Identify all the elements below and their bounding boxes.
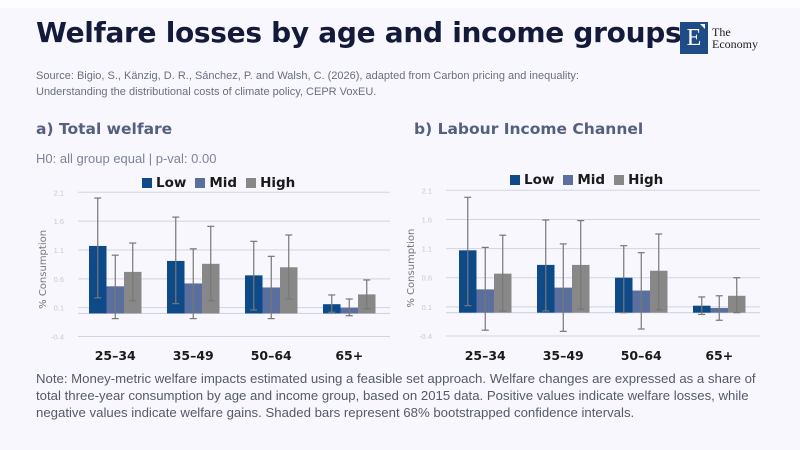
legend-label-high: High bbox=[628, 172, 664, 188]
y-tick-label: 2.1 bbox=[54, 188, 64, 197]
y-tick-label: 0.1 bbox=[54, 304, 64, 313]
legend-swatch-low bbox=[142, 178, 152, 188]
logo-letter: E bbox=[686, 24, 702, 51]
legend-swatch-low bbox=[510, 175, 520, 185]
x-tick-label: 50–64 bbox=[621, 348, 662, 363]
x-tick-label: 35–49 bbox=[173, 348, 214, 363]
legend-swatch-mid bbox=[563, 175, 574, 185]
logo-wordmark: The Economy bbox=[712, 26, 758, 50]
y-tick-label: 2.1 bbox=[422, 186, 432, 195]
legend-item-mid: Mid bbox=[563, 172, 605, 188]
x-tick-label: 50–64 bbox=[251, 348, 292, 363]
logo-e-icon: E bbox=[680, 22, 708, 54]
panel-a-legend: Low Mid High bbox=[142, 175, 304, 191]
x-tick-label: 25–34 bbox=[465, 348, 506, 363]
y-tick-label: 1.6 bbox=[422, 215, 432, 224]
y-tick-label: -0.4 bbox=[51, 333, 64, 342]
source-citation: Source: Bigio, S., Känzig, D. R., Sánche… bbox=[36, 68, 676, 100]
legend-item-low: Low bbox=[510, 172, 554, 188]
x-tick-label: 65+ bbox=[335, 348, 363, 363]
x-tick-label: 25–34 bbox=[95, 348, 136, 363]
y-tick-label: 0.1 bbox=[422, 303, 432, 312]
y-tick-label: 1.1 bbox=[54, 246, 64, 255]
y-tick-label: -0.4 bbox=[419, 332, 432, 341]
source-line-2: Understanding the distributional costs o… bbox=[36, 86, 377, 98]
y-axis-label: % Consumption bbox=[38, 230, 49, 309]
y-tick-label: 1.6 bbox=[54, 217, 64, 226]
logo-line-2: Economy bbox=[712, 37, 758, 51]
legend-label-low: Low bbox=[524, 172, 555, 188]
chart-note: Note: Money-metric welfare impacts estim… bbox=[36, 371, 756, 420]
panel-a-hypothesis-test: H0: all group equal | p-val: 0.00 bbox=[36, 151, 217, 166]
legend-label-mid: Mid bbox=[577, 172, 606, 188]
legend-label-mid: Mid bbox=[209, 175, 238, 191]
page-title: Welfare losses by age and income groups bbox=[36, 16, 682, 49]
source-line-1: Source: Bigio, S., Känzig, D. R., Sánche… bbox=[36, 70, 579, 82]
legend-swatch-high bbox=[614, 175, 625, 185]
legend-item-high: High bbox=[614, 172, 663, 188]
x-tick-label: 65+ bbox=[705, 348, 733, 363]
panel-a-title: a) Total welfare bbox=[36, 120, 173, 138]
logo-line-1: The bbox=[712, 25, 731, 39]
panel-b-title: b) Labour Income Channel bbox=[414, 120, 644, 138]
legend-label-high: High bbox=[260, 175, 296, 191]
y-tick-label: 0.6 bbox=[54, 275, 64, 284]
legend-item-low: Low bbox=[142, 175, 186, 191]
y-axis-label: % Consumption bbox=[406, 229, 417, 308]
y-tick-label: 0.6 bbox=[422, 274, 432, 283]
legend-swatch-mid bbox=[195, 178, 206, 188]
the-economy-logo[interactable]: E The Economy bbox=[680, 22, 758, 54]
x-tick-label: 35–49 bbox=[543, 348, 584, 363]
legend-label-low: Low bbox=[156, 175, 187, 191]
legend-item-high: High bbox=[246, 175, 295, 191]
y-tick-label: 1.1 bbox=[422, 245, 432, 254]
panel-b-legend: Low Mid High bbox=[510, 172, 672, 188]
top-strip bbox=[0, 0, 800, 8]
legend-item-mid: Mid bbox=[195, 175, 237, 191]
logo-accent bbox=[700, 24, 705, 29]
legend-swatch-high bbox=[246, 178, 257, 188]
